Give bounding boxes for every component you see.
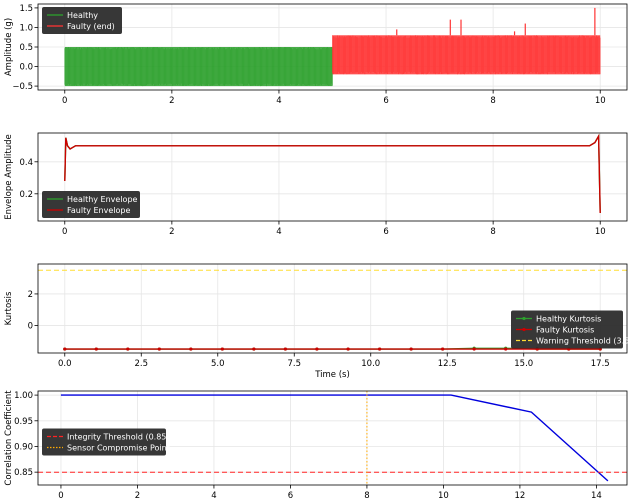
y-tick-label: 0.5	[19, 43, 33, 53]
legend-background	[42, 428, 166, 456]
x-tick-label: 10.0	[361, 359, 380, 369]
x-tick-label: 15.0	[514, 359, 533, 369]
data-point	[63, 347, 67, 351]
series-healthy-envelope-line	[64, 133, 601, 214]
legend-entry: Sensor Compromise Point	[67, 444, 170, 453]
axes-frame	[37, 390, 628, 486]
y-tick-label: 0.90	[14, 442, 33, 452]
x-tick-label: 8	[490, 227, 495, 237]
x-tick-label: 8	[490, 96, 495, 106]
legend: Healthy Kurtosis Faulty Kurtosis Warning T…	[511, 310, 632, 349]
data-point	[220, 347, 224, 351]
legend-entry: Healthy Envelope	[67, 195, 138, 204]
data-point	[378, 347, 382, 351]
legend-entry: Faulty Kurtosis	[536, 326, 594, 335]
x-tick-label: 12	[514, 491, 525, 500]
series-healthy-band	[64, 47, 333, 87]
x-tick-label: 2	[169, 227, 174, 237]
x-tick-label: 10	[595, 227, 606, 237]
x-tick-label: 5.0	[211, 359, 225, 369]
y-tick-label: 0	[28, 321, 33, 331]
data-point	[283, 347, 287, 351]
chart-panel-2: 0 2 4 6 8 10 0.2 0.4 Envelope Amplitude Healthy E…	[4, 132, 628, 237]
x-tick-label: 0	[62, 96, 67, 106]
y-axis-label: Envelope Amplitude	[4, 134, 14, 219]
x-tick-label: 17.5	[591, 359, 610, 369]
y-axis-label: Correlation Coefficient	[4, 390, 14, 486]
y-tick-label: 0.2	[19, 190, 33, 200]
chart-panel-3: 0.0 2.5 5.0 7.5 10.0 12.5 15.0 17.5 0 2 Kurtosis Ti…	[4, 263, 632, 380]
x-tick-label: 2	[135, 491, 140, 500]
legend-marker	[522, 316, 526, 321]
data-point	[472, 347, 476, 351]
data-point	[126, 347, 130, 351]
series-healthy-line	[64, 47, 333, 87]
legend-entry: Integrity Threshold (0.85)	[67, 433, 170, 442]
y-tick-label: 0.85	[14, 468, 33, 478]
y-tick-label: 0.95	[14, 417, 33, 427]
data-point	[441, 347, 445, 351]
legend-entry: Faulty (end)	[67, 22, 115, 31]
y-tick-label: 2	[28, 290, 33, 300]
x-tick-label: 4	[276, 96, 281, 106]
x-tick-label: 0	[58, 491, 63, 500]
y-axis-label: Kurtosis	[4, 291, 14, 325]
chart-panel-1: 0 2 4 6 8 10 −0.5 0.0 0.5 1.0 1.5 Amplitude (g) Heal…	[4, 3, 628, 106]
x-tick-label: 12.5	[438, 359, 457, 369]
x-tick-label: 4	[276, 227, 281, 237]
data-point	[409, 347, 413, 351]
x-tick-label: 2.5	[135, 359, 149, 369]
y-tick-label: 0.4	[19, 158, 33, 168]
series-line-0-line	[60, 394, 609, 482]
x-tick-label: 8	[364, 491, 369, 500]
legend: Healthy Envelope Faulty Envelope	[42, 191, 140, 218]
data-point	[252, 347, 256, 351]
data-point	[94, 347, 98, 351]
y-tick-label: −0.5	[12, 82, 33, 92]
x-tick-label: 4	[211, 491, 216, 500]
legend-entry: Faulty Envelope	[67, 206, 130, 215]
legend: Integrity Threshold (0.85) Sensor Comprom…	[42, 428, 170, 456]
series-faulty-envelope-line	[64, 133, 601, 214]
data-point	[157, 347, 161, 351]
legend-entry: Healthy Kurtosis	[536, 315, 601, 324]
legend-entry: Warning Threshold (3.5)	[536, 337, 632, 346]
axes-frame	[37, 263, 628, 354]
x-axis-label: Time (s)	[314, 370, 350, 380]
x-tick-label: 6	[383, 227, 388, 237]
legend-background	[511, 310, 623, 349]
y-tick-label: 1.5	[19, 4, 33, 14]
plot-area	[38, 391, 627, 485]
data-point	[189, 347, 193, 351]
legend-entry: Healthy	[67, 11, 98, 20]
legend-background	[42, 191, 140, 218]
y-tick-label: 1.00	[14, 391, 33, 401]
x-tick-label: 10	[595, 96, 606, 106]
x-tick-label: 14	[591, 491, 602, 500]
data-point	[346, 347, 350, 351]
legend-marker	[522, 327, 526, 332]
series-faulty-end--line	[332, 35, 601, 75]
series-faulty-end--band	[332, 35, 601, 75]
data-point	[504, 347, 508, 351]
x-tick-label: 6	[288, 491, 293, 500]
plot-area	[64, 133, 601, 214]
legend-background	[42, 7, 122, 34]
x-tick-label: 2	[169, 96, 174, 106]
y-tick-label: 0.0	[19, 63, 33, 73]
x-tick-label: 10	[438, 491, 449, 500]
plot-area	[64, 7, 601, 87]
axes-frame	[37, 132, 628, 222]
x-tick-label: 6	[383, 96, 388, 106]
data-point	[315, 347, 319, 351]
x-tick-label: 7.5	[287, 359, 301, 369]
legend: Healthy Faulty (end)	[42, 7, 122, 34]
y-tick-label: 1.0	[19, 23, 33, 33]
x-tick-label: 0.0	[58, 359, 72, 369]
axes-frame	[37, 3, 628, 91]
x-tick-label: 0	[62, 227, 67, 237]
y-axis-label: Amplitude (g)	[4, 18, 14, 76]
